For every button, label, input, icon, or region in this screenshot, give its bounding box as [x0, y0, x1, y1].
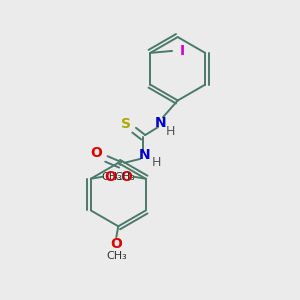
Text: H: H [166, 125, 176, 138]
Text: O: O [91, 146, 102, 160]
Text: H: H [152, 156, 162, 170]
Text: CH₃: CH₃ [114, 172, 135, 182]
Text: S: S [121, 117, 131, 131]
Text: CH₃: CH₃ [102, 172, 122, 182]
Text: I: I [179, 44, 184, 58]
Text: N: N [155, 116, 167, 130]
Text: N: N [139, 148, 151, 162]
Text: O: O [105, 170, 117, 184]
Text: O: O [110, 237, 122, 251]
Text: CH₃: CH₃ [106, 251, 127, 261]
Text: O: O [120, 170, 132, 184]
